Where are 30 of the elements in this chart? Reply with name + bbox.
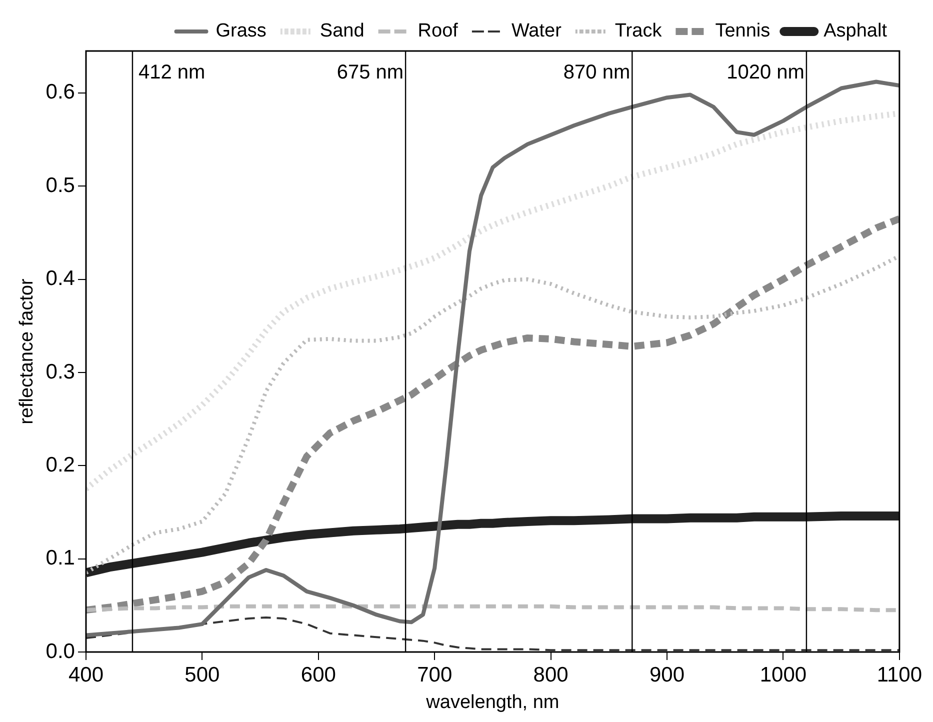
y-tick-label: 0.3 (46, 360, 75, 384)
x-tick-label: 600 (300, 663, 336, 686)
x-axis-title: wavelength, nm (425, 692, 560, 713)
y-tick-label: 0.5 (46, 174, 75, 197)
y-tick-label: 0.1 (46, 546, 75, 570)
y-tick-label: 0.2 (46, 453, 75, 476)
x-tick-label: 1000 (760, 663, 807, 686)
legend-label: Grass (216, 20, 266, 42)
legend-label: Sand (320, 20, 364, 42)
x-tick-label: 900 (649, 663, 685, 686)
y-tick-label: 0.6 (46, 80, 75, 104)
ref-line-label: 870 nm (563, 62, 630, 84)
ref-line-label: 675 nm (336, 62, 404, 84)
x-tick-label: 500 (184, 663, 220, 686)
x-tick-label: 1100 (876, 663, 922, 686)
ref-line-label: 1020 nm (726, 62, 804, 84)
y-axis-title: reflectance factor (16, 278, 38, 424)
ref-line-label: 412 nm (138, 62, 206, 84)
legend-label: Water (511, 20, 562, 42)
legend-label: Tennis (715, 20, 770, 42)
legend-label: Track (614, 20, 662, 42)
x-tick-label: 400 (68, 663, 104, 686)
y-tick-label: 0.4 (46, 267, 76, 290)
line-series (86, 254, 900, 575)
legend-label: Roof (418, 20, 459, 42)
y-tick-label: 0.0 (46, 640, 75, 663)
x-tick-label: 700 (417, 663, 452, 686)
legend-label: Asphalt (824, 20, 888, 42)
line-series (86, 616, 900, 652)
x-tick-label: 800 (533, 663, 568, 686)
